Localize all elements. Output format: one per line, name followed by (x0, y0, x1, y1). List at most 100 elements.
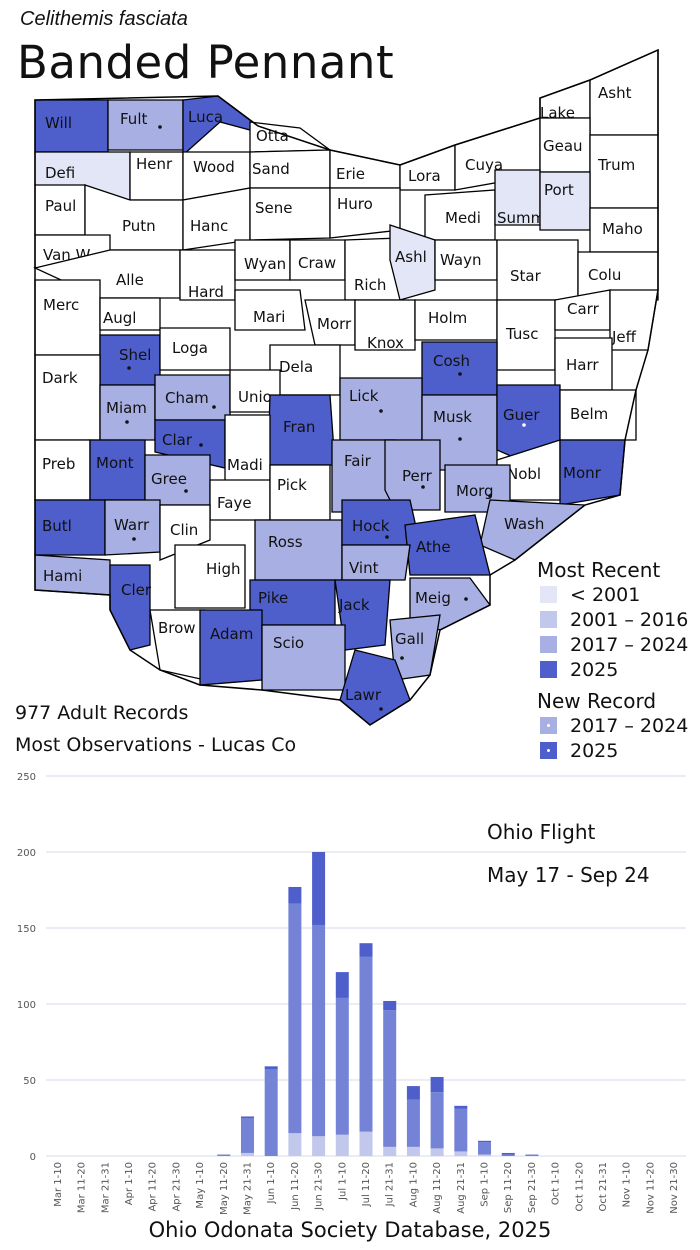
county-label-meig: Meig (415, 589, 451, 607)
legend-item: 2001 – 2016 (537, 607, 688, 632)
county-label-wood: Wood (193, 158, 235, 176)
bar-segment (288, 886, 302, 904)
x-tick-label: Oct 11-20 (574, 1162, 585, 1212)
county-knox (354, 299, 416, 351)
county-label-preb: Preb (42, 455, 75, 473)
bar-segment (383, 1146, 397, 1156)
legend-swatch (540, 717, 557, 734)
county-label-unio: Unio (238, 388, 272, 406)
bar-segment (264, 1066, 278, 1070)
bar-segment (312, 924, 326, 1137)
legend-new-record-title: New Record (537, 689, 657, 713)
x-tick-label: Apr 21-30 (171, 1162, 182, 1212)
county-label-colu: Colu (588, 266, 621, 284)
ohio-county-map: Will Fult Luca Otta Defi Henr Wood Sand Erie Lora… (33, 48, 659, 726)
legend-label: 2025 (570, 739, 619, 762)
county-label-clin: Clin (170, 521, 198, 539)
county-label-dela: Dela (279, 358, 313, 376)
bar-segment (525, 1154, 539, 1156)
county-vint (341, 544, 411, 581)
x-tick-label: Mar 1-10 (53, 1162, 64, 1207)
new-record-dot-guer (522, 423, 526, 427)
x-tick-label: Aug 11-20 (432, 1162, 443, 1214)
county-label-holm: Holm (428, 309, 467, 327)
county-perr (384, 439, 441, 511)
x-tick-label: Nov 11-20 (645, 1162, 656, 1214)
county-label-will: Will (45, 114, 72, 132)
county-colu (577, 251, 659, 301)
county-clin (159, 504, 211, 561)
county-label-fair: Fair (344, 452, 372, 470)
x-tick-label: Sep 21-30 (527, 1162, 538, 1213)
bar-segment (288, 1133, 302, 1156)
flight-period-chart: 0 50 100 150 200 250 Mar 1-10 Mar 11-20 Mar 21-… (17, 772, 686, 1215)
legend-label: 2017 – 2024 (570, 633, 689, 656)
county-label-fult: Fult (120, 110, 147, 128)
bar-segment (335, 1134, 349, 1156)
bar-segment (359, 956, 373, 1132)
county-label-merc: Merc (43, 296, 79, 314)
county-label-butl: Butl (42, 517, 72, 535)
bar-segment (501, 1152, 515, 1155)
county-label-gall: Gall (395, 630, 424, 648)
bar-segment (217, 1154, 231, 1156)
bar-segment (478, 1154, 492, 1156)
county-label-guer: Guer (503, 406, 540, 424)
county-label-hock: Hock (352, 517, 390, 535)
county-label-luca: Luca (188, 108, 223, 126)
county-label-wyan: Wyan (244, 255, 286, 273)
bar-segment (478, 1142, 492, 1155)
county-label-maho: Maho (602, 220, 643, 238)
county-label-augl: Augl (103, 309, 136, 327)
x-tick-label: Sep 1-10 (480, 1162, 491, 1207)
bar-segment (312, 852, 326, 925)
county-label-defi: Defi (45, 164, 75, 182)
county-label-otta: Otta (256, 127, 289, 145)
county-label-paul: Paul (45, 197, 76, 215)
county-cler (109, 564, 151, 651)
bar-segment (454, 1105, 468, 1109)
county-label-adam: Adam (210, 625, 253, 643)
county-label-perr: Perr (402, 467, 433, 485)
county-label-alle: Alle (116, 271, 144, 289)
county-label-ross: Ross (268, 533, 303, 551)
county-label-asht: Asht (598, 84, 632, 102)
county-label-clar: Clar (162, 431, 193, 449)
bar-segment (288, 903, 302, 1134)
legend-item: 2017 – 2024 (537, 713, 688, 738)
most-observations: Most Observations - Lucas Co (15, 734, 297, 756)
x-tick-label: Mar 21-31 (100, 1162, 111, 1213)
county-dark (34, 354, 101, 441)
bar-segment (406, 1146, 420, 1156)
county-label-star: Star (510, 267, 542, 285)
bar-segment (312, 1136, 326, 1156)
bar-segment (240, 1116, 254, 1118)
county-madi (224, 414, 271, 486)
county-merc (34, 279, 101, 356)
county-adam (199, 609, 263, 686)
new-record-dot-perr (421, 485, 425, 489)
county-label-gree: Gree (151, 470, 187, 488)
county-label-mari: Mari (253, 308, 285, 326)
county-label-faye: Faye (217, 494, 252, 512)
bar-segment (335, 997, 349, 1135)
x-tick-label: Aug 1-10 (408, 1162, 419, 1207)
x-tick-label: Mar 11-20 (77, 1162, 88, 1213)
new-record-dot-miam (125, 420, 129, 424)
legend-swatch (540, 586, 557, 603)
x-tick-label: May 1-10 (195, 1162, 206, 1209)
legend-item: < 2001 (537, 582, 688, 607)
county-label-cler: Cler (121, 581, 152, 599)
y-tick-label: 200 (17, 848, 36, 859)
x-tick-label: Jun 21-30 (314, 1162, 325, 1211)
county-label-pike: Pike (258, 589, 288, 607)
new-record-dot-lick (379, 409, 383, 413)
county-label-vint: Vint (349, 559, 379, 577)
x-tick-label: Jun 1-10 (266, 1162, 277, 1205)
new-record-dot-shel (127, 366, 131, 370)
county-label-belm: Belm (570, 405, 608, 423)
county-label-ashl: Ashl (395, 248, 427, 266)
bar-segment (478, 1140, 492, 1143)
scientific-name: Celithemis fasciata (20, 8, 188, 30)
county-label-scio: Scio (273, 634, 304, 652)
